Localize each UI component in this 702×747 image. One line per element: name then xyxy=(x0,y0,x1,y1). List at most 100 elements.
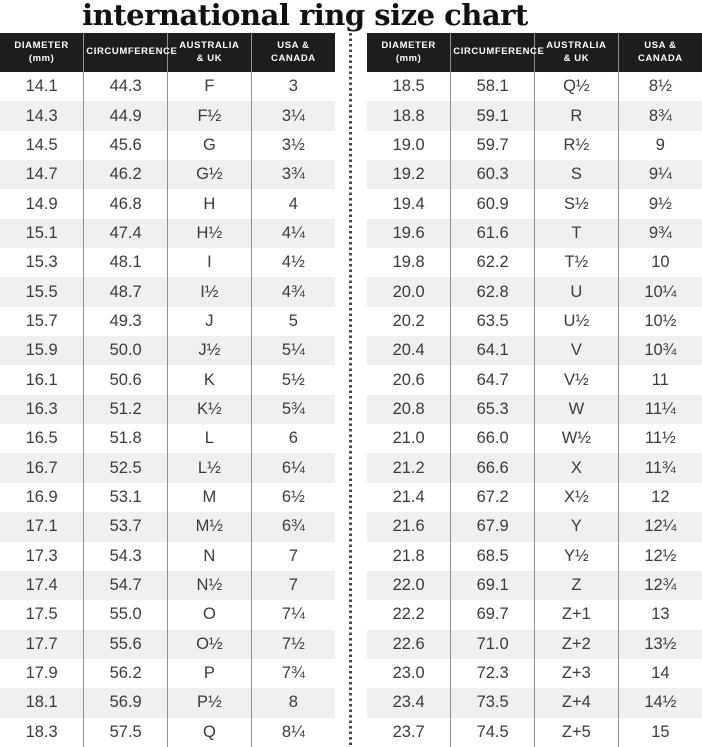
cell-usa-canada: 10¼ xyxy=(617,277,702,307)
cell-diameter-mm: 16.3 xyxy=(0,394,84,425)
cell-circumference: 44.9 xyxy=(83,101,168,131)
cell-usa-canada: 12½ xyxy=(617,541,702,571)
cell-usa-canada: 15 xyxy=(617,717,702,747)
cell-diameter-mm: 20.8 xyxy=(367,394,451,425)
cell-usa-canada: 8¾ xyxy=(617,101,702,131)
column-header-text: DIAMETER xyxy=(381,39,436,51)
cell-australia-uk: M xyxy=(167,482,252,513)
cell-usa-canada: 7 xyxy=(250,570,335,601)
cell-diameter-mm: 17.7 xyxy=(0,629,84,659)
cell-circumference: 54.7 xyxy=(83,570,168,601)
column-header-text: USA & xyxy=(644,39,677,51)
cell-usa-canada: 12¼ xyxy=(617,512,702,542)
column-header-text: AUSTRALIA xyxy=(179,39,240,51)
cell-diameter-mm: 20.0 xyxy=(367,277,451,307)
cell-diameter-mm: 21.4 xyxy=(392,487,425,506)
cell-australia-uk: J xyxy=(167,306,252,337)
cell-diameter-mm: 19.0 xyxy=(392,135,425,154)
table-row: 18.8 59.1 R 8¾ xyxy=(367,101,702,131)
cell-australia-uk: H½ xyxy=(167,218,252,249)
cell-diameter-mm: 16.5 xyxy=(25,429,58,448)
cell-circumference: 72.3 xyxy=(450,658,535,689)
cell-australia-uk: V½ xyxy=(534,365,619,395)
cell-circumference: 50.6 xyxy=(83,365,168,395)
cell-usa-canada: 11¼ xyxy=(617,394,702,425)
cell-australia-uk: T xyxy=(534,218,619,249)
column-header-usa-canada: USA & CANADA xyxy=(617,33,702,72)
table-row: 22.2 69.7 Z+1 13 xyxy=(367,600,702,630)
header-row: DIAMETER (mm) CIRCUMFERENCE AUSTRALIA & UK US… xyxy=(367,33,702,72)
cell-diameter-mm: 18.1 xyxy=(0,688,84,718)
cell-australia-uk: F½ xyxy=(167,101,252,131)
table-row: 15.1 47.4 H½ 4¼ xyxy=(0,218,335,249)
cell-diameter-mm: 21.6 xyxy=(367,512,451,542)
table-row: 16.9 53.1 M 6½ xyxy=(0,482,335,513)
cell-circumference: 59.7 xyxy=(450,130,535,161)
column-header-text: DIAMETER xyxy=(14,39,69,51)
column-header-text: & UK xyxy=(196,52,223,64)
cell-australia-uk: K xyxy=(167,365,252,395)
cell-circumference: 68.5 xyxy=(450,541,535,571)
cell-circumference: 56.9 xyxy=(83,688,168,718)
cell-usa-canada: 7 xyxy=(250,541,335,571)
cell-australia-uk: R xyxy=(534,101,619,131)
cell-circumference: 46.2 xyxy=(83,160,168,190)
cell-australia-uk: Z+2 xyxy=(534,629,619,659)
column-header-text: AUSTRALIA xyxy=(546,39,607,51)
column-header-circumference: CIRCUMFERENCE xyxy=(83,33,178,72)
cell-diameter-mm: 19.6 xyxy=(367,218,451,249)
table-row: 19.0 59.7 R½ 9 xyxy=(367,130,702,161)
cell-australia-uk: L½ xyxy=(167,453,252,483)
table-row: 17.3 54.3 N 7 xyxy=(0,541,335,571)
cell-diameter-mm: 14.3 xyxy=(0,101,84,131)
cell-usa-canada: 10½ xyxy=(617,306,702,337)
header-row: DIAMETER (mm) CIRCUMFERENCE AUSTRALIA & UK US… xyxy=(0,33,335,72)
cell-circumference: 53.7 xyxy=(83,512,168,542)
cell-circumference: 64.1 xyxy=(450,336,535,366)
cell-australia-uk: N xyxy=(167,541,252,571)
cell-diameter-mm: 21.2 xyxy=(367,453,451,483)
table-row: 22.6 71.0 Z+2 13½ xyxy=(367,629,702,659)
column-header-text: CIRCUMFERENCE xyxy=(86,46,178,58)
dotted-divider xyxy=(349,33,352,747)
cell-australia-uk: T½ xyxy=(534,248,619,278)
table-row: 19.4 60.9 S½ 9½ xyxy=(367,189,702,219)
cell-australia-uk: S½ xyxy=(534,189,619,219)
cell-circumference: 48.1 xyxy=(83,248,168,278)
cell-australia-uk: Y xyxy=(534,512,619,542)
cell-diameter-mm: 14.1 xyxy=(25,77,58,96)
table-row: 20.0 62.8 U 10¼ xyxy=(367,277,702,307)
cell-circumference: 54.3 xyxy=(83,541,168,571)
cell-diameter-mm: 21.0 xyxy=(392,429,425,448)
table-row: 22.0 69.1 Z 12¾ xyxy=(367,570,702,601)
cell-usa-canada: 12¾ xyxy=(617,570,702,601)
cell-diameter-mm: 15.9 xyxy=(0,336,84,366)
cell-australia-uk: U½ xyxy=(534,306,619,337)
cell-diameter-mm: 17.9 xyxy=(25,664,58,683)
cell-australia-uk: R½ xyxy=(534,130,619,161)
cell-circumference: 66.6 xyxy=(450,453,535,483)
column-header-text: & UK xyxy=(563,52,590,64)
cell-diameter-mm: 17.1 xyxy=(0,512,84,542)
cell-usa-canada: 5½ xyxy=(250,365,335,395)
cell-circumference: 66.0 xyxy=(450,424,535,454)
cell-usa-canada: 10¾ xyxy=(617,336,702,366)
cell-diameter-mm: 17.4 xyxy=(0,570,84,601)
table-row: 16.3 51.2 K½ 5¾ xyxy=(0,394,335,425)
table-row: 20.2 63.5 U½ 10½ xyxy=(367,306,702,337)
cell-usa-canada: 3 xyxy=(250,72,335,102)
table-row: 16.5 51.8 L 6 xyxy=(0,424,335,454)
cell-australia-uk: O½ xyxy=(167,629,252,659)
table-row: 14.3 44.9 F½ 3¼ xyxy=(0,101,335,131)
column-header-text: CANADA xyxy=(270,52,316,64)
page-title: international ring size chart xyxy=(82,0,528,32)
cell-australia-uk: F xyxy=(167,72,252,102)
cell-circumference: 69.7 xyxy=(450,600,535,630)
cell-diameter-mm: 18.5 xyxy=(392,77,425,96)
cell-diameter-mm: 16.1 xyxy=(25,370,58,389)
cell-australia-uk: G xyxy=(167,130,252,161)
cell-australia-uk: Q xyxy=(167,717,252,747)
column-header-text: CANADA xyxy=(637,52,683,64)
table-row: 15.9 50.0 J½ 5¼ xyxy=(0,336,335,366)
